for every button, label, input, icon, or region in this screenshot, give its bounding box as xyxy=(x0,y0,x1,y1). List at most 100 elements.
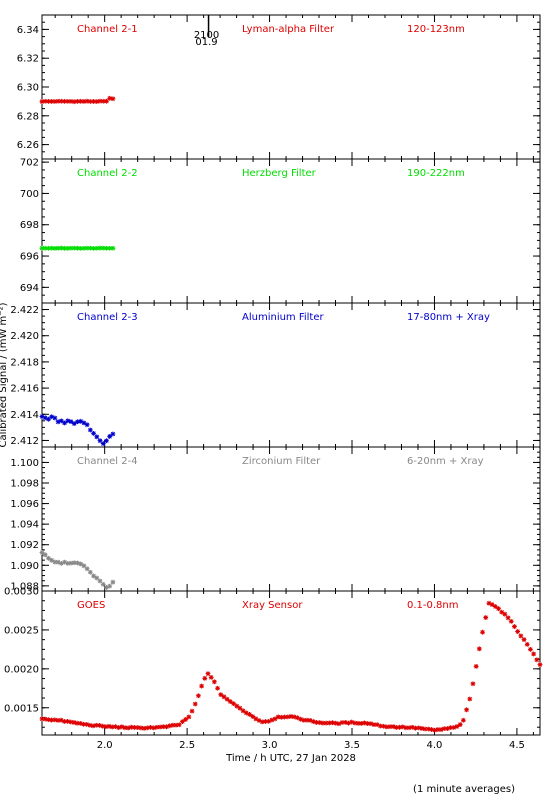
data-point xyxy=(68,719,74,725)
data-point xyxy=(196,693,201,699)
data-point xyxy=(94,434,100,440)
data-point xyxy=(46,245,51,251)
data-point xyxy=(39,550,45,555)
data-point xyxy=(81,99,87,104)
data-point xyxy=(39,414,45,419)
panel-header-left: GOES xyxy=(77,600,105,611)
y-tick-label: 6.34 xyxy=(17,25,39,36)
data-point xyxy=(75,419,80,425)
data-point xyxy=(104,585,109,590)
data-point xyxy=(512,624,517,629)
data-point xyxy=(61,719,67,724)
data-point xyxy=(107,583,113,589)
data-point xyxy=(180,719,185,725)
data-point xyxy=(473,664,479,669)
data-point xyxy=(103,724,109,730)
data-point xyxy=(496,606,501,612)
data-point xyxy=(55,419,61,425)
data-point xyxy=(104,438,109,444)
data-point xyxy=(285,714,291,720)
data-point xyxy=(62,559,67,565)
data-point xyxy=(266,718,272,724)
panel-header-middle: Lyman-alpha Filter xyxy=(242,24,335,35)
data-point xyxy=(403,725,409,731)
data-point xyxy=(81,245,87,251)
data-point xyxy=(339,720,345,725)
data-point xyxy=(537,662,543,667)
data-point xyxy=(170,722,176,728)
panel-header-left: Channel 2-1 xyxy=(77,24,138,35)
data-point xyxy=(58,418,64,424)
data-point xyxy=(291,714,297,720)
data-point xyxy=(176,722,182,728)
data-point xyxy=(91,573,96,579)
data-point xyxy=(116,725,122,730)
data-point xyxy=(58,245,64,251)
data-point xyxy=(374,722,380,728)
data-point xyxy=(144,725,150,731)
data-point xyxy=(94,99,100,104)
data-point xyxy=(87,245,93,251)
panel-2: 694 696 698 700 702 Channel 2-2 Herzberg Filte… xyxy=(20,158,541,304)
data-point xyxy=(183,717,189,722)
data-point xyxy=(132,725,137,730)
data-point xyxy=(202,675,208,681)
data-point xyxy=(397,724,402,730)
panel-5: 0.0015 0.0020 0.0025 0.0030 2.0 2.5 3.0 3.5 4.0 4… xyxy=(4,587,543,751)
y-tick-label: 0.0020 xyxy=(4,664,39,675)
y-tick-label: 2.418 xyxy=(10,357,39,368)
y-tick-label: 694 xyxy=(20,283,39,294)
data-point xyxy=(247,712,252,717)
data-point xyxy=(100,581,106,587)
data-point xyxy=(97,245,103,251)
data-point xyxy=(100,723,106,729)
data-point xyxy=(42,415,48,421)
y-tick-label: 1.094 xyxy=(10,520,39,531)
data-point xyxy=(109,724,115,730)
y-tick-label: 6.32 xyxy=(17,54,39,65)
data-point xyxy=(342,719,348,725)
y-tick-label: 6.30 xyxy=(17,83,39,94)
y-tick-label: 700 xyxy=(20,189,39,200)
data-point xyxy=(416,725,422,731)
data-point xyxy=(362,720,367,726)
data-point xyxy=(74,720,80,726)
marker-label-bottom: 01.9 xyxy=(195,37,217,48)
data-point xyxy=(84,98,90,104)
data-point xyxy=(68,419,74,425)
data-point xyxy=(164,724,169,730)
panel-header-middle: Aluminium Filter xyxy=(242,312,325,323)
panel-1: 6.26 6.28 6.30 6.32 6.34 Channel 2-1 Lyman-alp… xyxy=(17,14,541,160)
data-point xyxy=(84,422,90,428)
data-point xyxy=(49,557,55,563)
data-point xyxy=(110,579,116,585)
data-point xyxy=(317,720,323,725)
data-point xyxy=(151,725,157,731)
data-series xyxy=(39,550,116,590)
data-point xyxy=(55,717,61,723)
data-point xyxy=(377,723,383,729)
data-point xyxy=(39,245,45,251)
data-point xyxy=(46,98,51,104)
data-point xyxy=(78,98,84,104)
data-point xyxy=(464,707,469,713)
data-point xyxy=(435,727,441,732)
data-point xyxy=(68,560,74,566)
data-point xyxy=(524,641,530,647)
data-point xyxy=(422,726,428,732)
data-point xyxy=(106,723,112,729)
y-tick-label: 1.090 xyxy=(10,561,39,572)
data-point xyxy=(94,245,100,251)
data-point xyxy=(208,674,214,680)
data-point xyxy=(87,722,93,728)
data-point xyxy=(467,696,473,702)
data-point xyxy=(448,725,454,731)
data-point xyxy=(91,245,96,251)
panel-header-right: 6-20nm + Xray xyxy=(407,456,484,467)
data-point xyxy=(240,708,246,714)
data-point xyxy=(84,566,90,572)
data-point xyxy=(55,245,61,251)
data-point xyxy=(71,421,77,426)
data-point xyxy=(52,559,58,565)
data-series xyxy=(39,95,116,105)
